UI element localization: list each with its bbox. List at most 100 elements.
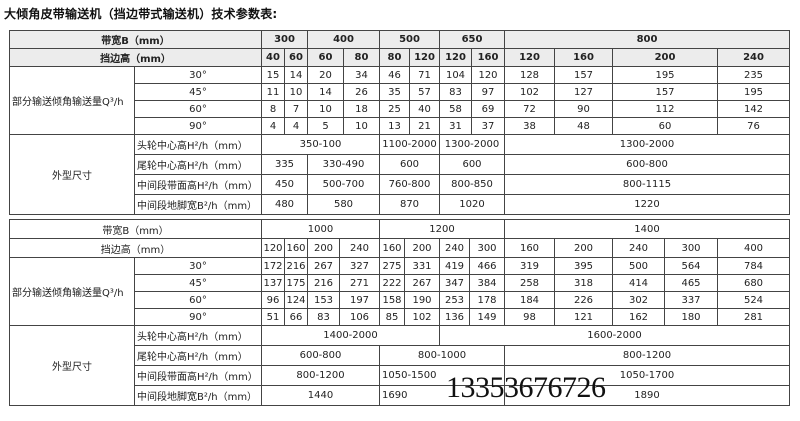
belt-width-value: 650 [439, 30, 505, 49]
capacity-value: 680 [717, 274, 790, 292]
skirt-height-value: 160 [379, 238, 405, 258]
capacity-value: 69 [471, 100, 505, 118]
capacity-value: 60 [612, 117, 718, 135]
skirt-height-value: 200 [404, 238, 440, 258]
dimension-name: 尾轮中心高H²/h（mm） [134, 154, 262, 175]
capacity-value: 235 [717, 66, 790, 84]
capacity-value: 466 [469, 257, 505, 275]
skirt-height-value: 120 [261, 238, 285, 258]
capacity-value: 83 [439, 83, 472, 101]
capacity-value: 102 [504, 83, 555, 101]
capacity-value: 83 [307, 308, 340, 326]
capacity-value: 15 [261, 66, 285, 84]
capacity-value: 319 [504, 257, 555, 275]
capacity-value: 331 [404, 257, 440, 275]
skirt-height-value: 240 [612, 238, 665, 258]
capacity-value: 11 [261, 83, 285, 101]
skirt-height-value: 400 [717, 238, 790, 258]
capacity-value: 302 [612, 291, 665, 309]
capacity-value: 121 [554, 308, 613, 326]
dimension-value: 1890 [504, 385, 790, 406]
dimension-value: 760-800 [379, 174, 440, 195]
dimension-value: 800-1200 [504, 345, 790, 366]
capacity-value: 149 [469, 308, 505, 326]
capacity-row: 部分输送倾角输送量Q³/h 30° 172 216 267 327 275 331 419 466… [9, 257, 790, 326]
skirt-height-value: 60 [307, 48, 344, 67]
capacity-value: 195 [717, 83, 790, 101]
capacity-value: 13 [379, 117, 410, 135]
capacity-value: 258 [504, 274, 555, 292]
capacity-value: 197 [339, 291, 380, 309]
belt-width-value: 300 [261, 30, 308, 49]
capacity-value: 51 [261, 308, 285, 326]
capacity-value: 271 [339, 274, 380, 292]
skirt-height-value: 200 [554, 238, 613, 258]
dimension-value: 1100-2000 [379, 134, 440, 155]
capacity-value: 98 [504, 308, 555, 326]
belt-width-value: 800 [504, 30, 790, 49]
skirt-height-value: 200 [307, 238, 340, 258]
capacity-value: 18 [343, 100, 380, 118]
capacity-value: 127 [554, 83, 613, 101]
dimension-name: 中间段地脚宽B²/h（mm） [134, 194, 262, 215]
capacity-row: 45° 11 10 14 26 35 57 83 97 102 127 157 195 [10, 83, 790, 101]
belt-width-value: 1000 [261, 219, 380, 239]
capacity-value: 26 [343, 83, 380, 101]
capacity-value: 104 [439, 66, 472, 84]
skirt-height-label: 挡边高（mm） [9, 238, 262, 258]
capacity-value: 162 [612, 308, 665, 326]
capacity-value: 106 [339, 308, 380, 326]
dimension-value: 500-700 [307, 174, 380, 195]
dimension-value: 1020 [439, 194, 505, 215]
capacity-value: 96 [261, 291, 285, 309]
capacity-value: 14 [284, 66, 308, 84]
capacity-value: 85 [379, 308, 405, 326]
angle-label: 90° [134, 117, 262, 135]
capacity-value: 226 [554, 291, 613, 309]
capacity-value: 102 [404, 308, 440, 326]
capacity-value: 153 [307, 291, 340, 309]
spec-table-1: 带宽B（mm） 300 400 500 650 800 挡边高（mm） 40 60 60 80 80 1… [9, 30, 790, 215]
dimension-value: 450 [261, 174, 308, 195]
skirt-height-value: 160 [554, 48, 613, 67]
skirt-height-value: 300 [664, 238, 718, 258]
capacity-value: 281 [717, 308, 790, 326]
capacity-value: 137 [261, 274, 285, 292]
spec-table-2: 带宽B（mm） 1000 1200 1400 挡边高（mm） 120 160 200 240 16… [9, 219, 790, 406]
capacity-row: 90° 51 66 83 106 85 102 136 149 98 121 162 180 281 [10, 308, 790, 326]
capacity-value: 190 [404, 291, 440, 309]
capacity-value: 5 [307, 117, 344, 135]
capacity-value: 157 [612, 83, 718, 101]
dimension-row: 中间段带面高H²/h（mm） 450 500-700 760-800 800-850 80… [10, 174, 790, 195]
capacity-value: 180 [664, 308, 718, 326]
dimension-value: 1050-1700 [504, 365, 790, 386]
dimension-value: 600 [379, 154, 440, 175]
belt-width-value: 400 [307, 30, 380, 49]
capacity-value: 34 [343, 66, 380, 84]
skirt-height-value: 120 [409, 48, 440, 67]
dimension-value: 1220 [504, 194, 790, 215]
dimension-row: 中间段地脚宽B²/h（mm） 1440 1690 1890 [10, 385, 790, 406]
capacity-value: 76 [717, 117, 790, 135]
capacity-value: 66 [284, 308, 308, 326]
capacity-value: 128 [504, 66, 555, 84]
capacity-value: 222 [379, 274, 405, 292]
capacity-value: 216 [307, 274, 340, 292]
capacity-value: 10 [343, 117, 380, 135]
capacity-value: 524 [717, 291, 790, 309]
capacity-value: 8 [261, 100, 285, 118]
capacity-value: 40 [409, 100, 440, 118]
capacity-value: 48 [554, 117, 613, 135]
dimension-value: 1400-2000 [261, 325, 440, 346]
dimensions-label: 外型尺寸 [9, 325, 135, 406]
dimension-value: 1690 [379, 385, 505, 406]
capacity-value: 414 [612, 274, 665, 292]
skirt-height-value: 240 [717, 48, 790, 67]
dimension-value: 330-490 [307, 154, 380, 175]
capacity-value: 72 [504, 100, 555, 118]
capacity-value: 395 [554, 257, 613, 275]
skirt-height-value: 240 [339, 238, 380, 258]
skirt-height-value: 160 [504, 238, 555, 258]
capacity-value: 21 [409, 117, 440, 135]
capacity-value: 38 [504, 117, 555, 135]
